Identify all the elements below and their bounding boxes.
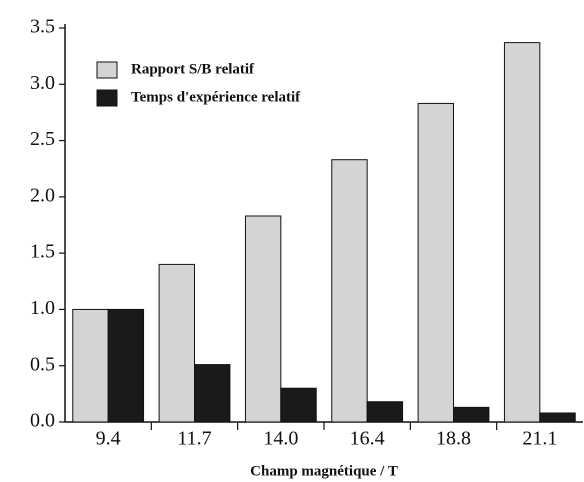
y-tick-label: 2.0 — [30, 184, 55, 206]
bar — [107, 308, 145, 423]
x-tick-label: 11.7 — [177, 428, 211, 450]
bar — [417, 102, 454, 423]
bar — [503, 42, 541, 423]
bar — [244, 215, 282, 423]
y-tick-label: 1.0 — [30, 297, 55, 319]
y-tick-label: 2.5 — [30, 128, 55, 150]
x-tick-label: 16.4 — [350, 428, 385, 450]
bar — [72, 308, 109, 423]
bar — [453, 406, 490, 423]
legend-label: Temps d'expérience relatif — [131, 89, 301, 105]
bar — [280, 387, 317, 423]
y-tick-label: 3.5 — [30, 16, 55, 38]
x-axis-title: Champ magnétique / T — [250, 463, 398, 479]
legend-swatch — [96, 61, 118, 79]
bar — [539, 412, 576, 423]
x-tick-label: 9.4 — [96, 428, 121, 450]
legend-swatch — [96, 89, 118, 107]
bar — [366, 401, 404, 423]
x-tick-label: 18.8 — [436, 428, 471, 450]
y-tick-label: 0.5 — [30, 353, 55, 375]
bar — [331, 159, 368, 423]
legend-label: Rapport S/B relatif — [131, 61, 255, 77]
y-tick-label: 3.0 — [30, 72, 55, 94]
x-tick-label: 14.0 — [263, 428, 298, 450]
y-tick-label: 0.0 — [30, 410, 55, 432]
y-tick-label: 1.5 — [30, 241, 55, 263]
x-tick-label: 21.1 — [522, 428, 557, 450]
bar — [158, 263, 195, 423]
bar — [194, 364, 231, 423]
